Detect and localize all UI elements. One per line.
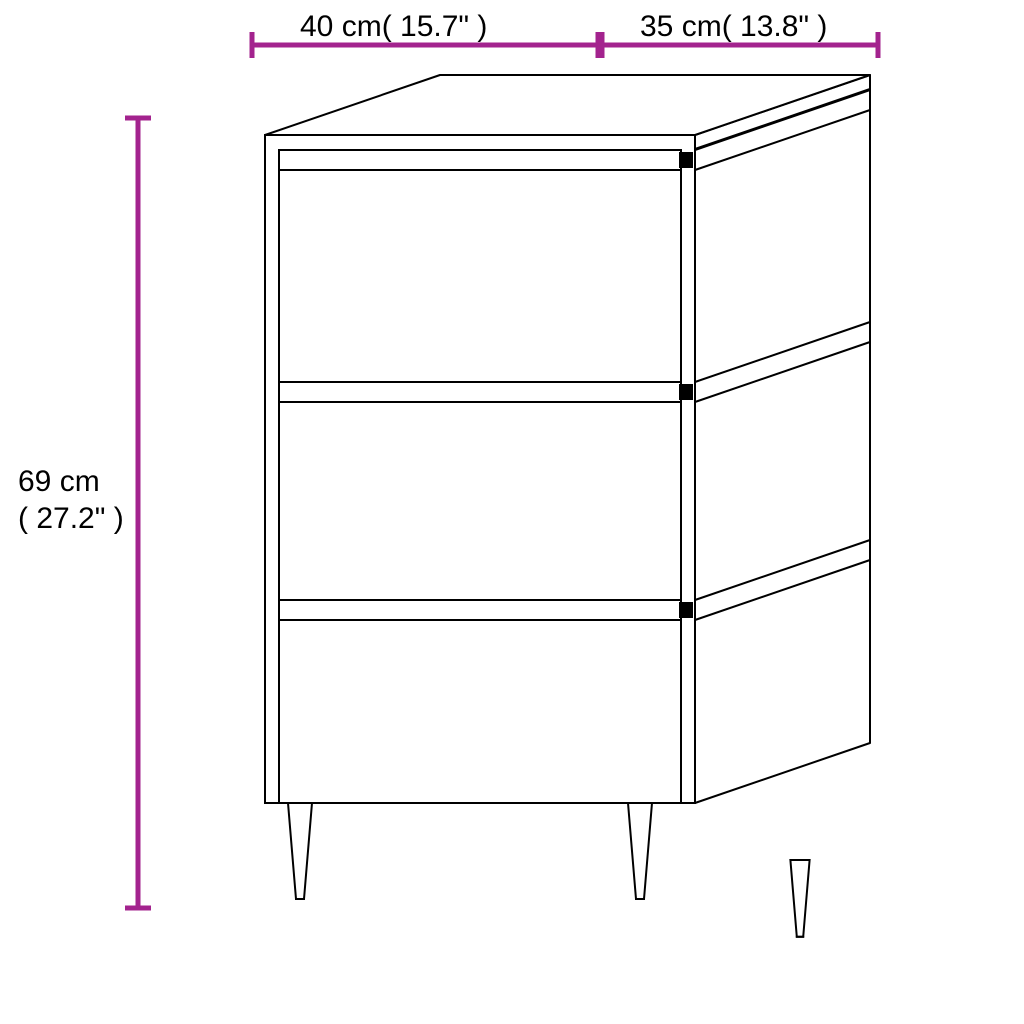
width-dimension-label: 40 cm( 15.7" ) (300, 12, 487, 42)
depth-dimension-label: 35 cm( 13.8" ) (640, 12, 827, 42)
diagram-stage: 40 cm( 15.7" ) 35 cm( 13.8" ) 69 cm ( 27… (0, 0, 1024, 1024)
height-dimension-label: 69 cm ( 27.2" ) (18, 463, 124, 538)
height-dimension-line1: 69 cm (18, 465, 100, 498)
diagram-svg (0, 0, 1024, 1024)
height-dimension-line2: ( 27.2" ) (18, 502, 124, 535)
